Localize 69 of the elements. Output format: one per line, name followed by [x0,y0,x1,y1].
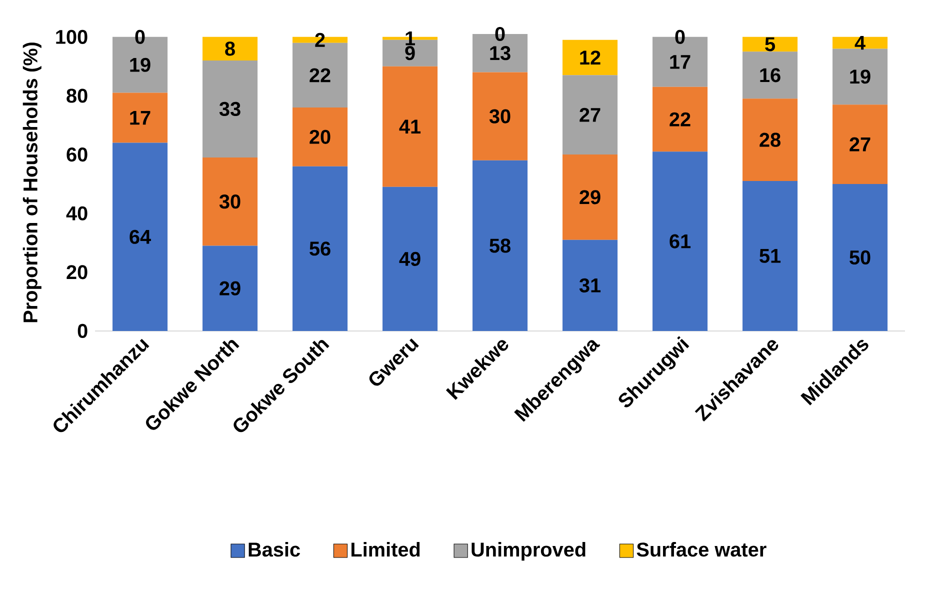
data-label: 50 [850,250,870,264]
bar [562,75,618,155]
bar [112,92,168,143]
data-label: 58 [490,238,510,253]
data-label: 41 [399,120,421,134]
data-label: 56 [310,242,330,256]
data-label: 31 [579,278,601,292]
data-label: 22 [670,112,690,126]
data-label: 19 [130,58,150,72]
bar [382,66,438,187]
legend-label: Unimproved [472,542,586,561]
legend-label: Basic [248,542,300,557]
bar [832,48,888,105]
bar [112,142,168,331]
data-label: 5 [765,37,775,52]
data-label: 33 [219,102,240,116]
data-label: 29 [580,190,600,204]
data-label: 12 [580,50,600,64]
data-label: 20 [310,130,330,144]
data-label: 16 [760,68,780,82]
data-label: 0 [135,30,145,44]
data-label: 22 [310,68,330,82]
bar [742,181,798,331]
data-label: 8 [225,42,235,56]
data-label: 17 [130,110,150,125]
bar [652,86,708,152]
y-tick-label: 100 [56,30,88,44]
data-label: 27 [850,137,870,152]
bar [292,108,348,166]
data-label: 9 [405,46,415,60]
data-label: 49 [399,252,420,266]
data-label: 0 [675,30,685,44]
bar [832,184,888,331]
data-label: 28 [760,132,780,147]
bar [472,160,528,331]
y-tick-label: 80 [66,88,88,103]
bar [202,157,258,246]
bar [742,52,798,99]
legend-label: Limited [352,542,420,557]
data-label: 13 [490,46,510,60]
bar [202,36,258,60]
bar [292,166,348,331]
y-tick-label: 0 [78,324,88,338]
y-tick-label: 20 [66,265,88,280]
data-label: 29 [220,281,240,296]
bar [742,98,798,182]
data-label: 27 [580,108,600,122]
data-label: 19 [850,70,870,84]
data-label: 30 [219,194,240,209]
bar [562,240,618,331]
y-tick-label: 40 [66,206,88,220]
bar [202,60,258,158]
data-label: 51 [760,249,781,263]
bar [562,40,618,76]
data-label: 17 [670,55,690,69]
data-label: 0 [495,26,505,42]
y-axis-title: Proportion of Households (%) [22,42,42,322]
data-label: 64 [130,230,151,244]
data-label: 30 [489,109,510,124]
bar [472,72,528,160]
bar [652,152,708,331]
data-label: 4 [854,36,866,50]
data-label: 61 [670,234,691,248]
legend-label: Surface water [636,542,766,557]
bar [832,104,888,184]
bar [202,246,258,331]
y-tick-label: 60 [66,148,88,162]
bar [562,154,618,240]
bar [382,186,438,331]
